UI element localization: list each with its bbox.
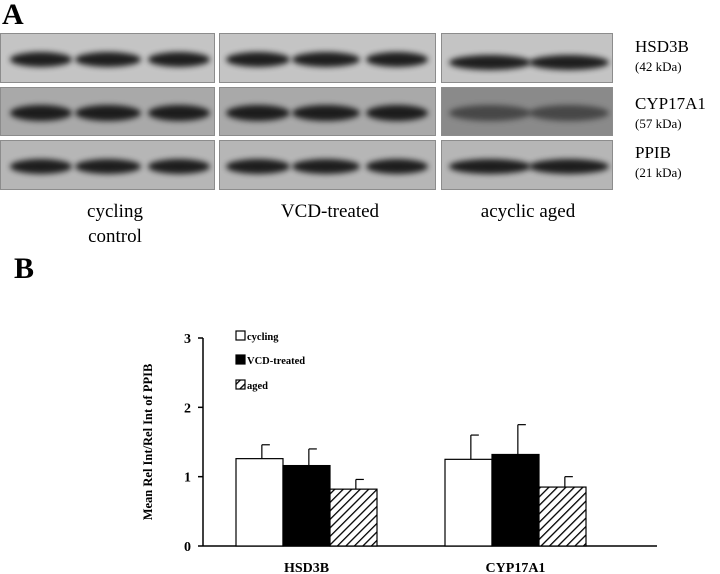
blot-band [10, 104, 72, 121]
blot-strip [219, 33, 436, 83]
blot-band [529, 104, 609, 121]
bar-aged [329, 488, 378, 547]
bar-vcd-treated [282, 464, 331, 547]
blot-strip [219, 140, 436, 190]
y-axis-label: Mean Rel Int/Rel Int of PPIB [141, 364, 155, 521]
y-tick-label: 2 [184, 401, 191, 416]
legend-label: VCD-treated [247, 356, 305, 367]
blot-band [75, 104, 141, 121]
legend-label: cycling [247, 332, 279, 343]
blot-strip [0, 87, 215, 136]
bar-cycling [235, 458, 284, 547]
bar-vcd-treated [491, 453, 540, 547]
blot-band [148, 104, 210, 121]
bar-aged [538, 486, 587, 547]
blot-strip [441, 140, 613, 190]
kda-label-cyp17a1: (57 kDa) [635, 116, 682, 131]
kda-label-hsd3b: (42 kDa) [635, 59, 682, 74]
blot-strip [0, 140, 215, 190]
y-tick-label: 3 [184, 332, 191, 347]
blot-band [292, 51, 360, 67]
blot-band [292, 158, 360, 174]
group-label-acyclic-aged: acyclic aged [480, 201, 576, 222]
blot-band [292, 104, 360, 121]
blot-strip [219, 87, 436, 136]
group-label-cycling-control: cycling control [50, 200, 180, 249]
group-label-line: control [88, 225, 142, 247]
protein-label-ppib: PPIB [635, 143, 671, 162]
legend-swatch [235, 330, 246, 341]
blot-band [449, 54, 531, 70]
blot-band [148, 158, 210, 174]
blot-band [148, 51, 210, 67]
blot-band [226, 51, 290, 67]
legend-swatch [235, 379, 246, 390]
protein-label-cyp17a1: CYP17A1 [635, 94, 706, 113]
blot-band [529, 158, 609, 174]
legend-label: aged [247, 381, 268, 392]
y-tick-label: 0 [184, 540, 191, 555]
blot-band [366, 158, 428, 174]
blot-band [10, 51, 72, 67]
blot-band [449, 158, 531, 174]
legend-swatch [235, 354, 246, 365]
blot-band [75, 158, 141, 174]
blot-band [226, 158, 290, 174]
blot-band [449, 104, 531, 121]
protein-label-hsd3b: HSD3B [635, 37, 689, 56]
blot-band [75, 51, 141, 67]
blot-band [226, 104, 290, 121]
blot-strip [0, 33, 215, 83]
blot-band [366, 51, 428, 67]
group-label-line: cycling [87, 201, 143, 222]
blot-strip [441, 87, 613, 136]
blot-band [529, 54, 609, 70]
y-tick-label: 1 [184, 471, 191, 486]
blot-strip [441, 33, 613, 83]
blot-band [10, 158, 72, 174]
bar-cycling [444, 458, 493, 547]
panel-a-label: A [2, 0, 24, 31]
panel-b-label: B [14, 252, 35, 285]
blot-band [366, 104, 428, 121]
category-label: HSD3B [284, 561, 329, 574]
group-label-vcd-treated: VCD-treated [280, 201, 380, 222]
kda-label-ppib: (21 kDa) [635, 165, 682, 180]
category-label: CYP17A1 [486, 561, 546, 574]
